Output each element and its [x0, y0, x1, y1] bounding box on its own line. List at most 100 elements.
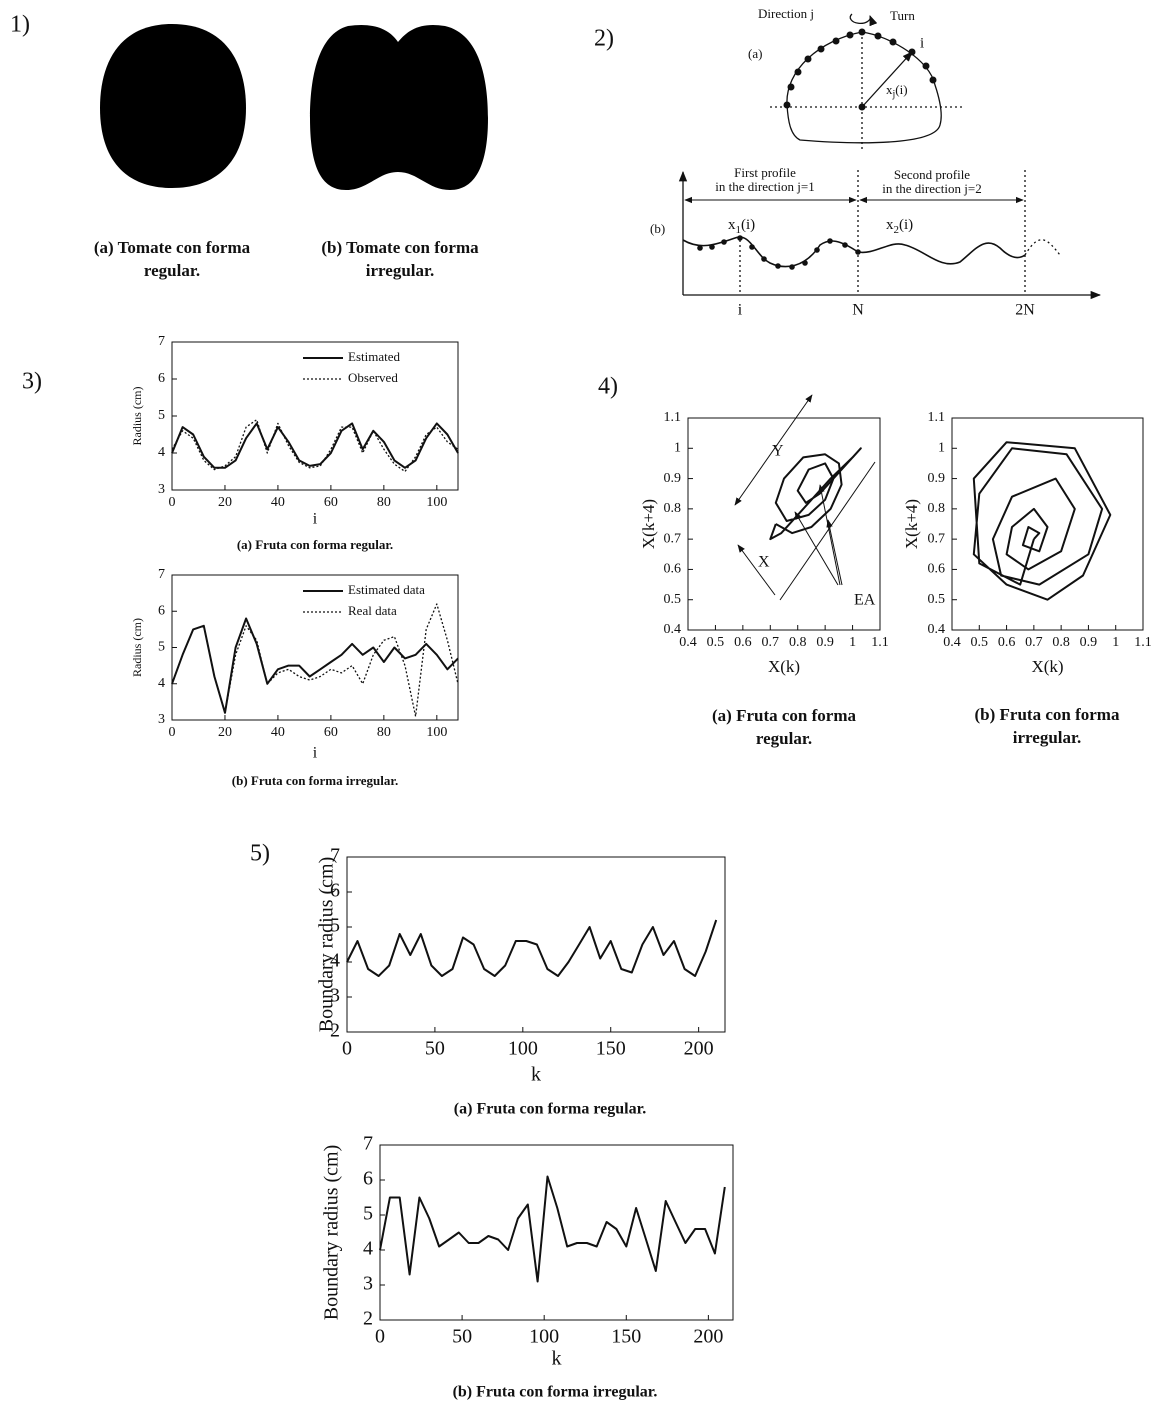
- arrow: [826, 519, 843, 586]
- caption: (a) Fruta con forma: [712, 706, 856, 725]
- x-tick-label: 0: [375, 1326, 385, 1348]
- y-tick-label: 6: [158, 371, 165, 386]
- label: Turn: [890, 8, 915, 23]
- dot: [858, 103, 866, 111]
- dot: [783, 101, 791, 109]
- label: x1(i): [728, 217, 755, 235]
- x-tick-label: 0.9: [816, 635, 834, 650]
- x-tick-label: 0: [342, 1038, 352, 1060]
- x-tick-label: 20: [218, 495, 232, 510]
- dot: [709, 244, 715, 250]
- dot: [855, 249, 861, 255]
- x-tick-label: 1.1: [1134, 635, 1152, 650]
- caption: regular.: [144, 261, 200, 280]
- y-tick-label: 7: [158, 567, 165, 582]
- label: (b): [650, 221, 665, 236]
- x-tick-label: 200: [684, 1038, 714, 1060]
- x-tick-label: 0.9: [1080, 635, 1098, 650]
- arrow: [779, 461, 876, 601]
- x-tick-label: 200: [693, 1326, 723, 1348]
- label: (i): [741, 217, 755, 233]
- data-line: [972, 441, 1112, 601]
- panel-label: 2): [594, 26, 614, 52]
- panel-label: 3): [22, 369, 42, 395]
- x-tick-label: 40: [271, 495, 285, 510]
- dot: [787, 83, 795, 91]
- caption: (a) Fruta con forma regular.: [237, 537, 393, 552]
- caption: (b) Fruta con forma irregular.: [232, 773, 398, 788]
- label: i: [920, 35, 924, 51]
- y-axis-label: Radius (cm): [130, 618, 144, 677]
- dot: [832, 37, 840, 45]
- y-tick-label: 4: [330, 950, 340, 972]
- y-tick-label: 2: [330, 1020, 340, 1042]
- x-tick-label: 0: [169, 495, 176, 510]
- legend-label: Estimated: [348, 349, 400, 364]
- data-line: [346, 919, 718, 977]
- arrow: [794, 511, 839, 586]
- label: 1: [736, 224, 742, 236]
- annotation: X: [758, 554, 770, 571]
- y-tick-label: 0.7: [928, 531, 946, 546]
- data-line: [171, 603, 459, 718]
- dot: [889, 38, 897, 46]
- x-tick-label: 0: [169, 725, 176, 740]
- tomato-regular: [100, 24, 246, 188]
- label: x: [728, 217, 736, 233]
- tick-label: i: [738, 302, 743, 319]
- x-tick-label: 100: [426, 495, 447, 510]
- dot: [817, 45, 825, 53]
- tomato-irregular: [310, 24, 488, 190]
- dot: [789, 264, 795, 270]
- dot: [842, 242, 848, 248]
- diagram: [678, 13, 1102, 300]
- panel-label: 1): [10, 12, 30, 38]
- y-tick-label: 6: [330, 880, 340, 902]
- data-line: [171, 419, 459, 473]
- data-line: [171, 422, 459, 469]
- caption: (b) Tomate con forma: [321, 238, 479, 257]
- dot: [749, 244, 755, 250]
- y-axis-label: Boundary radius (cm): [321, 1145, 343, 1321]
- annotation: EA: [854, 592, 876, 609]
- plot-frame: [379, 1144, 734, 1321]
- plot-frame: [951, 417, 1144, 631]
- dot: [846, 31, 854, 39]
- label: Direction j: [758, 6, 814, 21]
- caption: irregular.: [1013, 728, 1081, 747]
- dot: [794, 68, 802, 76]
- dot: [802, 260, 808, 266]
- y-axis-label: X(k+4): [902, 499, 921, 549]
- x-tick-label: 0.6: [998, 635, 1016, 650]
- caption: (a) Tomate con forma: [94, 238, 251, 257]
- dot: [775, 263, 781, 269]
- y-axis-label: Boundary radius (cm): [316, 857, 338, 1033]
- x-tick-label: 0.7: [1025, 635, 1043, 650]
- y-tick-label: 4: [158, 676, 165, 691]
- y-tick-label: 1.1: [664, 410, 682, 425]
- label: (i): [895, 82, 907, 97]
- label: Second profile: [894, 167, 970, 182]
- label: in the direction j=2: [882, 181, 981, 196]
- fruit-outline: [786, 31, 942, 144]
- y-tick-label: 3: [158, 482, 165, 497]
- x-tick-label: 100: [508, 1038, 538, 1060]
- label: x: [886, 82, 893, 97]
- tick-label: 2N: [1015, 302, 1035, 319]
- turn-arrow: [849, 13, 878, 27]
- y-tick-label: 0.4: [664, 622, 682, 637]
- x-tick-label: 60: [324, 495, 338, 510]
- label: in the direction j=1: [715, 179, 814, 194]
- caption: (b) Fruta con forma irregular.: [453, 1384, 658, 1401]
- y-tick-label: 0.6: [664, 562, 682, 577]
- plot-frame: [346, 856, 726, 1033]
- dot: [922, 62, 930, 70]
- dot: [929, 76, 937, 84]
- y-tick-label: 3: [330, 985, 340, 1007]
- x-tick-label: 80: [377, 495, 391, 510]
- legend-label: Observed: [348, 370, 398, 385]
- x-axis-label: i: [313, 745, 318, 762]
- annotation: Y: [772, 443, 784, 460]
- dot: [697, 245, 703, 251]
